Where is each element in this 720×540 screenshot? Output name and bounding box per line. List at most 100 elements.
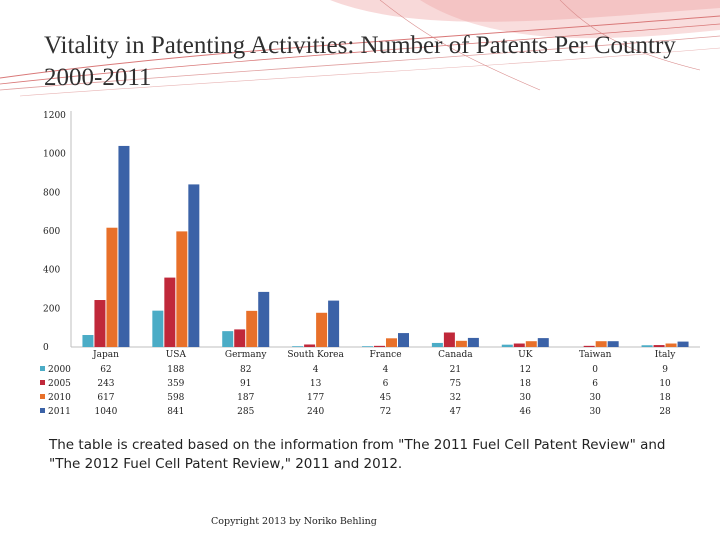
- legend-label: 2005: [48, 379, 71, 389]
- data-table-cell: 4: [313, 365, 319, 375]
- bar-germany-2005: [234, 329, 246, 347]
- legend-key-2000: [40, 366, 45, 371]
- bar-canada-2005: [443, 332, 455, 347]
- bar-usa-2005: [164, 277, 176, 347]
- x-category-label: Taiwan: [579, 350, 612, 360]
- bar-south-korea-2011: [328, 300, 340, 347]
- bar-japan-2005: [94, 300, 106, 347]
- bar-uk-2000: [501, 344, 513, 347]
- bar-south-korea-2010: [316, 312, 328, 347]
- bar-usa-2011: [188, 184, 200, 347]
- data-table-cell: 75: [450, 379, 462, 389]
- data-table-cell: 47: [450, 407, 462, 417]
- bar-italy-2011: [677, 341, 689, 347]
- legend-key-2005: [40, 380, 45, 385]
- data-table-cell: 10: [659, 379, 671, 389]
- bar-taiwan-2011: [607, 341, 619, 347]
- bar-france-2011: [398, 333, 409, 347]
- bar-uk-2005: [513, 343, 525, 347]
- data-table-cell: 28: [659, 407, 671, 417]
- source-caption: The table is created based on the inform…: [49, 437, 666, 472]
- bar-france-2005: [374, 345, 385, 347]
- bar-south-korea-2000: [292, 346, 304, 347]
- bar-japan-2011: [118, 145, 130, 347]
- bar-france-2010: [386, 338, 397, 347]
- bar-taiwan-2005: [583, 345, 595, 347]
- bar-canada-2000: [431, 342, 443, 347]
- x-category-label: South Korea: [287, 350, 344, 360]
- x-category-label: USA: [166, 350, 187, 360]
- bar-japan-2010: [106, 227, 118, 347]
- x-category-label: Germany: [225, 350, 268, 360]
- bar-uk-2011: [537, 338, 549, 347]
- data-table-cell: 6: [383, 379, 389, 389]
- data-table-cell: 1040: [94, 407, 117, 417]
- data-table-cell: 188: [167, 365, 184, 375]
- bar-usa-2000: [152, 310, 164, 347]
- data-table-cell: 18: [520, 379, 532, 389]
- data-table-cell: 4: [383, 365, 389, 375]
- data-table-cell: 91: [240, 379, 251, 389]
- data-table-cell: 598: [167, 393, 184, 403]
- patent-bar-chart: 0 200 400 600 800 1000 1200 Japan USA Germany Sou…: [40, 111, 700, 417]
- data-table-cell: 18: [659, 393, 671, 403]
- data-table-cell: 187: [237, 393, 254, 403]
- data-table-cell: 45: [380, 393, 392, 403]
- data-table: Japan USA Germany South Korea France Canada UK…: [40, 350, 676, 417]
- bar-france-2000: [362, 346, 373, 347]
- y-tick-label: 200: [43, 304, 60, 314]
- bar-japan-2000: [82, 335, 94, 347]
- copyright-text: Copyright 2013 by Noriko Behling: [211, 516, 377, 527]
- y-tick-label: 1000: [43, 150, 66, 160]
- bar-germany-2010: [246, 310, 258, 347]
- bar-south-korea-2005: [304, 344, 316, 347]
- bar-germany-2000: [222, 331, 234, 347]
- y-tick-label: 1200: [43, 111, 66, 121]
- bar-italy-2000: [641, 345, 653, 347]
- legend-label: 2000: [48, 365, 71, 375]
- data-table-cell: 21: [450, 365, 461, 375]
- x-category-label: France: [369, 350, 401, 360]
- data-table-cell: 30: [520, 393, 532, 403]
- data-table-cell: 72: [380, 407, 391, 417]
- legend-key-2010: [40, 394, 45, 399]
- data-table-cell: 30: [589, 407, 601, 417]
- data-table-cell: 243: [97, 379, 114, 389]
- y-tick-label: 600: [43, 227, 60, 237]
- data-table-cell: 12: [520, 365, 531, 375]
- bar-uk-2010: [525, 341, 537, 347]
- x-category-label: Italy: [655, 350, 676, 360]
- bar-usa-2010: [176, 231, 188, 347]
- data-table-cell: 46: [520, 407, 532, 417]
- data-table-cell: 32: [450, 393, 461, 403]
- bar-taiwan-2010: [595, 341, 607, 347]
- legend-label: 2010: [48, 393, 71, 403]
- data-table-cell: 13: [310, 379, 322, 389]
- bars-group: [82, 145, 689, 347]
- y-axis-ticks: 0 200 400 600 800 1000 1200: [43, 111, 66, 353]
- y-tick-label: 800: [43, 188, 60, 198]
- legend-key-2011: [40, 408, 45, 413]
- data-table-cell: 62: [100, 365, 111, 375]
- bar-canada-2011: [467, 337, 479, 347]
- x-category-label: UK: [518, 350, 533, 360]
- data-table-cell: 82: [240, 365, 251, 375]
- data-table-cell: 30: [589, 393, 601, 403]
- bar-italy-2005: [653, 345, 665, 347]
- data-table-cell: 617: [97, 393, 114, 403]
- data-table-cell: 9: [662, 365, 668, 375]
- x-category-label: Japan: [92, 350, 119, 360]
- data-table-cell: 841: [167, 407, 184, 417]
- slide-title: Vitality in Patenting Activities: Number…: [44, 32, 676, 91]
- data-table-cell: 0: [592, 365, 598, 375]
- data-table-cell: 359: [167, 379, 184, 389]
- y-tick-label: 400: [43, 266, 60, 276]
- bar-canada-2010: [455, 340, 467, 347]
- data-table-cell: 6: [592, 379, 598, 389]
- legend-label: 2011: [48, 407, 71, 417]
- title-decoration: [0, 0, 720, 97]
- data-table-cell: 240: [307, 407, 324, 417]
- bar-italy-2010: [665, 343, 677, 347]
- y-tick-label: 0: [43, 343, 49, 353]
- data-table-cell: 177: [307, 393, 324, 403]
